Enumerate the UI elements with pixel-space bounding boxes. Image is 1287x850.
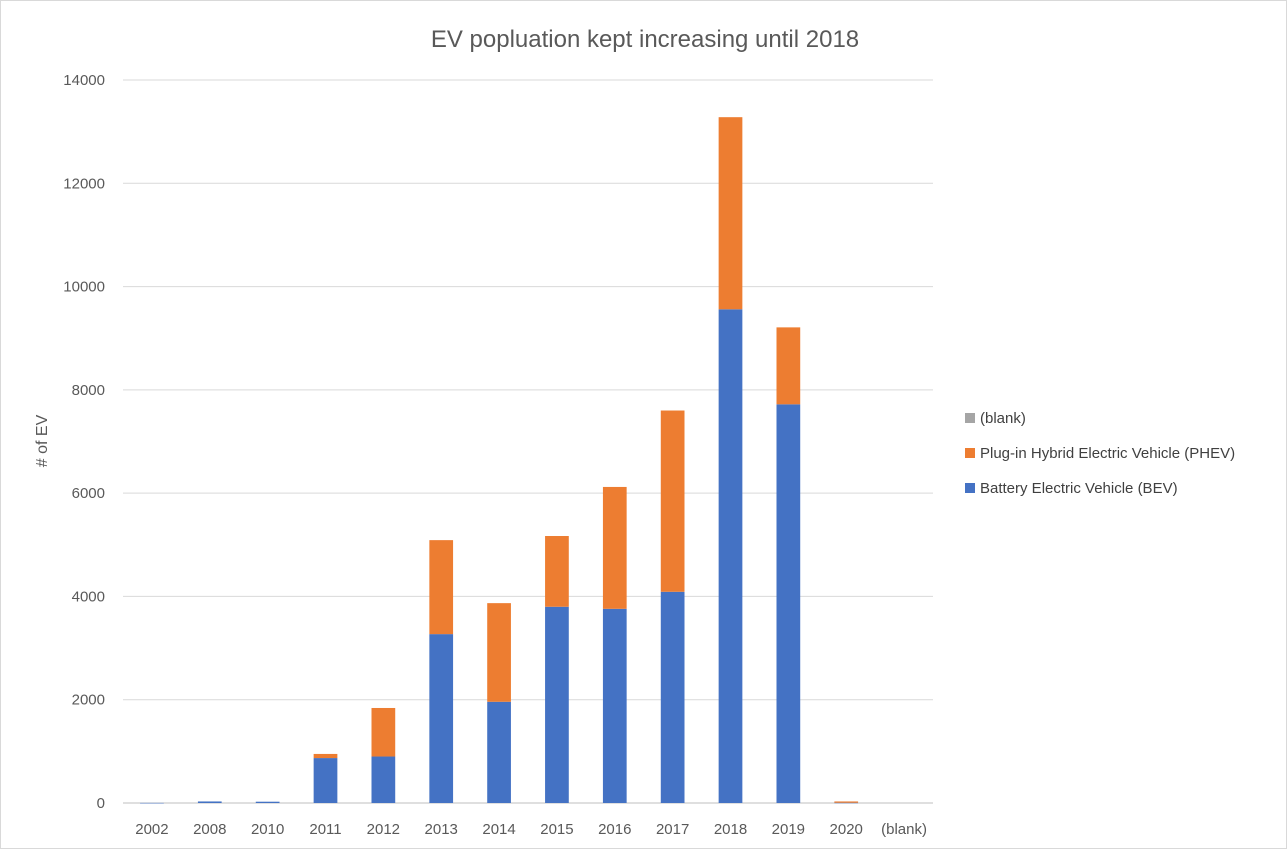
x-axis-ticks: 2002 2008 2010 2011 2012 2013 2014 2015 2016 2017… bbox=[135, 821, 927, 838]
bar-segment bbox=[834, 801, 859, 803]
chart-title: EV popluation kept increasing until 2018 bbox=[431, 26, 859, 53]
legend-label: Plug-in Hybrid Electric Vehicle (PHEV) bbox=[980, 445, 1235, 462]
y-tick-label: 8000 bbox=[72, 382, 105, 399]
y-tick-label: 14000 bbox=[63, 72, 105, 89]
x-tick-label: 2018 bbox=[714, 821, 747, 838]
bar-segment bbox=[834, 802, 859, 804]
y-axis-title: # of EV bbox=[34, 414, 51, 467]
gridlines bbox=[123, 79, 933, 804]
x-tick-label: 2008 bbox=[193, 821, 226, 838]
x-tick-label: 2014 bbox=[482, 821, 515, 838]
bar-segment bbox=[313, 758, 338, 803]
bar-segment bbox=[371, 756, 396, 803]
bar-segment bbox=[776, 404, 801, 803]
legend-swatch bbox=[965, 448, 975, 458]
bar-segment bbox=[545, 606, 569, 803]
x-tick-label: 2020 bbox=[830, 821, 863, 838]
y-tick-label: 10000 bbox=[63, 279, 105, 296]
bar-segment bbox=[602, 608, 627, 803]
bar-segment bbox=[429, 634, 454, 803]
bar-segment bbox=[313, 753, 338, 759]
bars bbox=[140, 117, 859, 804]
y-tick-label: 0 bbox=[97, 795, 105, 812]
bar-segment bbox=[545, 536, 569, 607]
x-tick-label: 2013 bbox=[425, 821, 458, 838]
bar-segment bbox=[255, 801, 280, 803]
y-axis-ticks: 0 2000 4000 6000 8000 10000 12000 14000 bbox=[63, 72, 105, 812]
x-tick-label: 2016 bbox=[598, 821, 631, 838]
x-tick-label: 2019 bbox=[772, 821, 805, 838]
x-tick-label: 2010 bbox=[251, 821, 284, 838]
bar-segment bbox=[429, 540, 454, 635]
bar-segment bbox=[197, 801, 222, 803]
x-tick-label: 2011 bbox=[309, 821, 341, 838]
bar-segment bbox=[371, 707, 396, 757]
legend-label: (blank) bbox=[980, 410, 1026, 427]
x-tick-label: 2017 bbox=[656, 821, 689, 838]
bar-segment bbox=[487, 603, 511, 702]
bar-segment bbox=[140, 802, 164, 804]
x-tick-label: 2015 bbox=[540, 821, 573, 838]
legend-swatch bbox=[965, 413, 975, 423]
y-tick-label: 12000 bbox=[63, 175, 105, 192]
bar-segment bbox=[660, 591, 685, 803]
y-tick-label: 6000 bbox=[72, 485, 105, 502]
legend-label: Battery Electric Vehicle (BEV) bbox=[980, 480, 1178, 497]
x-tick-label: 2002 bbox=[135, 821, 168, 838]
bar-segment bbox=[718, 309, 743, 803]
x-tick-label: 2012 bbox=[367, 821, 400, 838]
y-tick-label: 2000 bbox=[72, 692, 105, 709]
bar-segment bbox=[487, 701, 511, 803]
bar-segment bbox=[718, 117, 743, 310]
legend-swatch bbox=[965, 483, 975, 493]
x-tick-label: (blank) bbox=[881, 821, 927, 838]
legend: (blank) Plug-in Hybrid Electric Vehicle (… bbox=[965, 410, 1235, 497]
y-tick-label: 4000 bbox=[72, 588, 105, 605]
bar-segment bbox=[776, 327, 801, 405]
bar-segment bbox=[660, 410, 685, 592]
bar-segment bbox=[602, 486, 627, 609]
